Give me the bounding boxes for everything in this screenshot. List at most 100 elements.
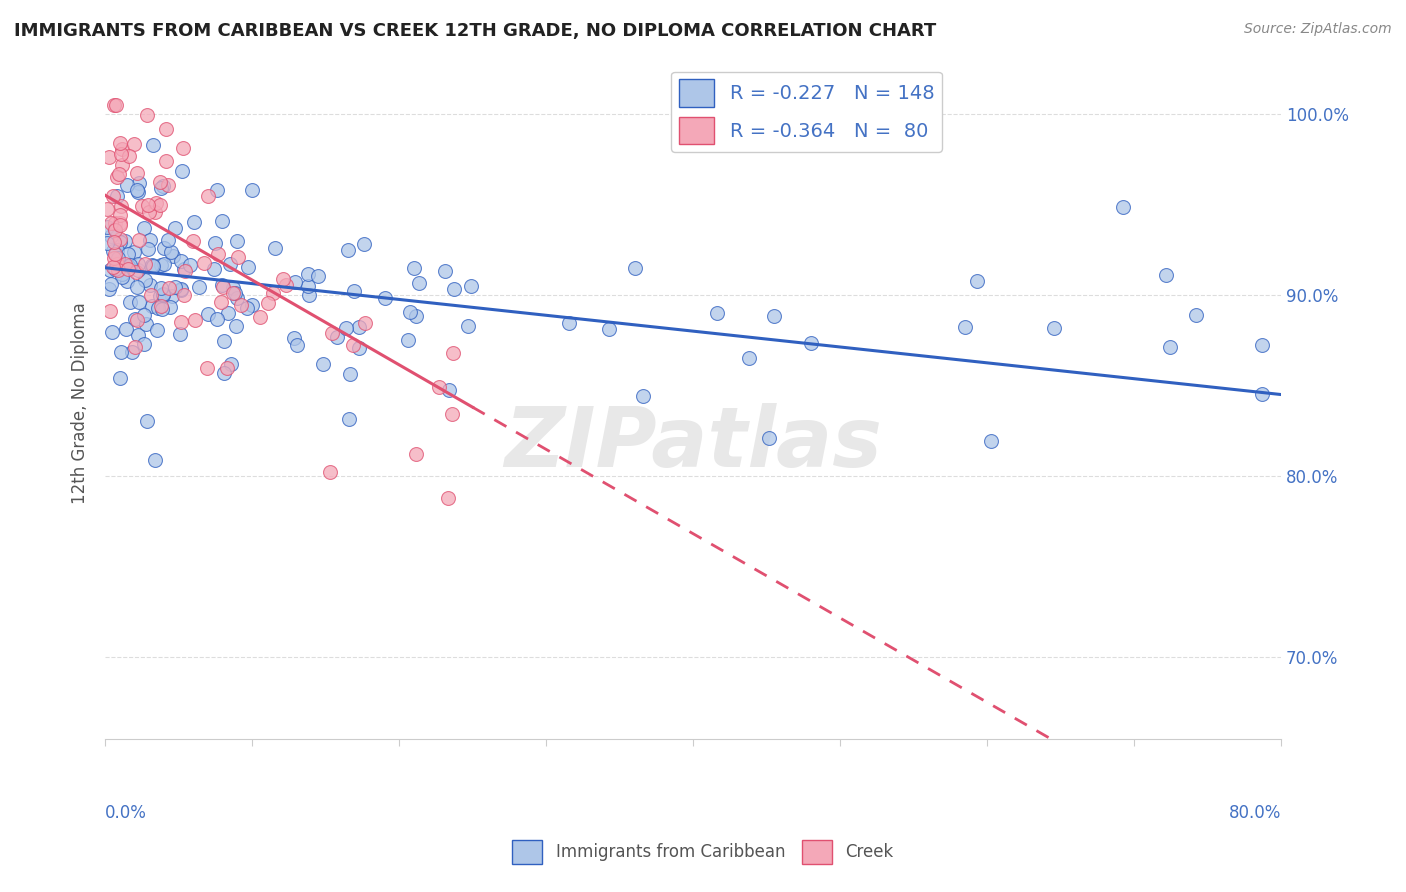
Point (1043, 320, 1066, 334)
Point (172, 141, 194, 155)
Point (624, 260, 647, 275)
Point (212, 280, 235, 294)
Point (170, 315, 193, 329)
Point (101, 189, 124, 203)
Point (221, 357, 243, 371)
Point (966, 274, 988, 288)
Point (108, 136, 131, 151)
Point (108, 208, 131, 222)
Point (257, 296, 280, 310)
Text: IMMIGRANTS FROM CARIBBEAN VS CREEK 12TH GRADE, NO DIPLOMA CORRELATION CHART: IMMIGRANTS FROM CARIBBEAN VS CREEK 12TH … (14, 22, 936, 40)
Point (209, 295, 232, 310)
Point (118, 295, 141, 310)
Point (181, 234, 204, 248)
Point (149, 281, 172, 295)
Point (224, 286, 246, 301)
Point (114, 257, 136, 271)
Point (631, 389, 654, 403)
Point (437, 491, 460, 506)
Point (240, 183, 263, 197)
Text: 0.0%: 0.0% (105, 804, 148, 822)
Point (1112, 200, 1135, 214)
Point (205, 311, 228, 326)
Point (141, 299, 163, 313)
Point (127, 185, 149, 199)
Point (800, 335, 823, 350)
Y-axis label: 12th Grade, No Diploma: 12th Grade, No Diploma (72, 302, 89, 505)
Point (441, 346, 464, 360)
Point (100, 216, 122, 230)
Point (173, 261, 195, 276)
Point (111, 157, 134, 171)
Legend: Immigrants from Caribbean, Creek: Immigrants from Caribbean, Creek (506, 833, 900, 871)
Point (170, 282, 193, 296)
Point (96, 202, 118, 217)
Point (127, 328, 149, 343)
Point (127, 313, 149, 327)
Point (152, 286, 174, 301)
Point (326, 330, 349, 344)
Point (128, 295, 150, 310)
Point (107, 251, 129, 265)
Point (457, 318, 479, 333)
Point (263, 241, 285, 255)
Point (558, 316, 581, 330)
Point (162, 250, 184, 264)
Point (354, 316, 377, 330)
Point (98, 263, 121, 277)
Point (105, 188, 128, 202)
Point (100, 229, 122, 244)
Point (218, 257, 240, 271)
Point (96, 235, 118, 250)
Point (132, 308, 155, 322)
Point (187, 280, 209, 294)
Point (335, 320, 357, 334)
Point (221, 286, 243, 301)
Point (298, 288, 321, 302)
Point (235, 301, 257, 316)
Point (108, 218, 131, 232)
Point (236, 260, 259, 274)
Point (240, 297, 263, 311)
Point (404, 260, 426, 275)
Point (398, 305, 420, 319)
Text: Source: ZipAtlas.com: Source: ZipAtlas.com (1244, 22, 1392, 37)
Point (145, 196, 167, 211)
Point (110, 199, 132, 213)
Point (953, 319, 976, 334)
Point (110, 216, 132, 230)
Point (202, 262, 225, 277)
Point (321, 326, 343, 340)
Point (105, 170, 128, 185)
Point (312, 357, 335, 371)
Point (349, 320, 371, 334)
Point (738, 351, 761, 365)
Point (225, 291, 247, 305)
Point (107, 167, 129, 181)
Point (179, 259, 201, 273)
Point (262, 285, 284, 300)
Point (124, 245, 146, 260)
Point (758, 431, 780, 445)
Point (110, 146, 132, 161)
Point (150, 181, 173, 195)
Point (149, 175, 172, 189)
Point (117, 261, 139, 276)
Point (170, 283, 193, 297)
Point (197, 307, 219, 321)
Point (763, 309, 786, 323)
Point (136, 242, 159, 256)
Point (195, 360, 218, 375)
Point (97, 150, 120, 164)
Point (110, 371, 132, 385)
Point (212, 334, 235, 349)
Point (124, 340, 146, 354)
Point (104, 262, 127, 277)
Point (217, 306, 239, 320)
Point (104, 222, 127, 236)
Point (111, 267, 134, 281)
Point (118, 258, 141, 272)
Point (150, 302, 173, 317)
Legend: R = -0.227   N = 148, R = -0.364   N =  80: R = -0.227 N = 148, R = -0.364 N = 80 (671, 71, 942, 152)
Point (211, 278, 233, 293)
